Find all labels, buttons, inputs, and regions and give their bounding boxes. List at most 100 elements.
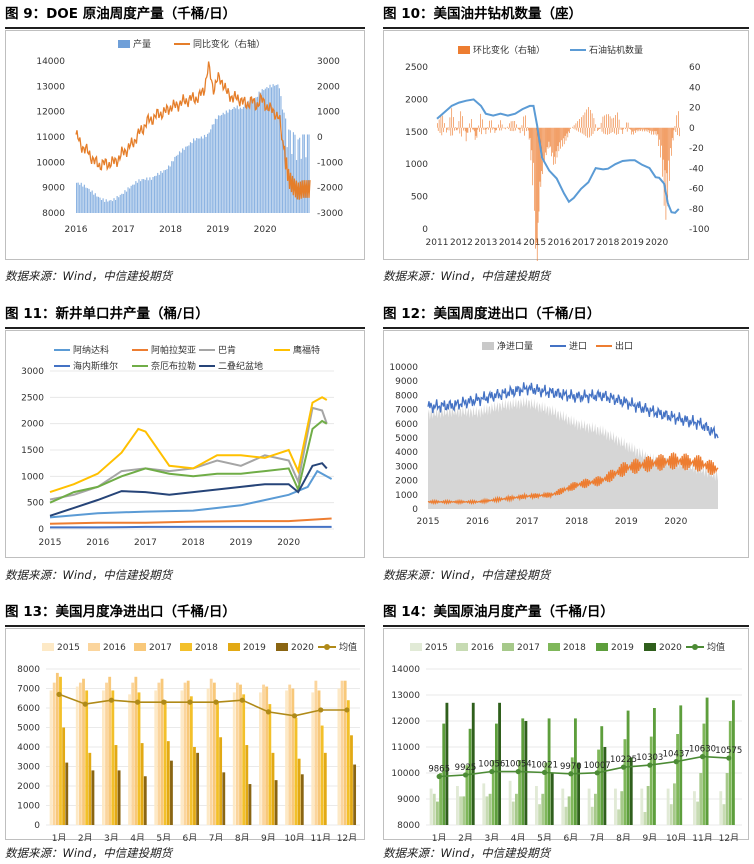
weekly-change-bar [616, 127, 617, 135]
x-tick-label: 1月 [52, 833, 67, 841]
x-tick-label: 2019 [206, 225, 229, 235]
production-bar [127, 187, 129, 213]
legend-label: 鹰福特 [293, 344, 320, 356]
weekly-change-bar [459, 127, 461, 134]
legend-swatch [692, 644, 698, 650]
bar-2020 [524, 721, 528, 825]
weekly-change-bar [577, 121, 579, 128]
mean-point [726, 755, 732, 761]
production-bar [260, 92, 262, 213]
bar-2017 [725, 773, 729, 825]
production-bar [107, 201, 109, 213]
production-bar [255, 97, 257, 213]
production-bar [138, 179, 140, 213]
weekly-change-bar [623, 127, 624, 130]
production-bar [94, 193, 96, 213]
production-bar [247, 100, 249, 213]
legend-label: 净进口量 [497, 340, 533, 352]
weekly-change-bar [585, 127, 587, 137]
weekly-change-bar [622, 127, 624, 134]
weekly-change-bar [453, 117, 454, 128]
weekly-change-bar [607, 127, 608, 135]
mean-data-label: 10054 [505, 760, 532, 770]
bar-2020 [248, 784, 252, 825]
bar-2018 [728, 721, 732, 825]
weekly-change-bar [554, 127, 556, 164]
production-bar [143, 179, 145, 213]
weekly-change-bar [542, 127, 543, 175]
chart-title: 图 14：美国原油月度产量（千桶/日） [383, 604, 614, 620]
mean-data-label: 10575 [715, 746, 742, 756]
bar-2015 [154, 690, 158, 825]
legend-label: 2020 [659, 643, 682, 653]
weekly-change-bar [476, 127, 478, 138]
mean-data-label: 10225 [610, 755, 637, 765]
production-bar [219, 115, 221, 213]
weekly-change-bar [563, 127, 565, 145]
legend-label: 均值 [339, 641, 357, 653]
legend-swatch [324, 644, 330, 650]
bar-2015 [508, 780, 512, 825]
weekly-change-bar [523, 116, 525, 128]
bar-2018 [268, 704, 272, 825]
y2-tick-label: 0 [317, 133, 323, 143]
legend-label: 奈厄布拉勒 [151, 360, 196, 372]
weekly-change-bar [579, 119, 580, 128]
y-tick-label: 1500 [405, 128, 428, 138]
y-tick-label: 5000 [395, 434, 418, 444]
export-line [427, 452, 719, 506]
y2-tick-label: -1000 [317, 158, 343, 168]
production-bar [119, 194, 121, 213]
data-source: 数据来源：Wind，中信建投期货 [5, 846, 173, 860]
legend-label: 出口 [615, 340, 633, 352]
weekly-change-bar [511, 127, 513, 132]
bar-2019 [297, 758, 301, 825]
weekly-change-bar [565, 127, 567, 141]
weekly-change-bar [604, 115, 606, 128]
weekly-change-bar [475, 127, 477, 136]
y-tick-label: 2000 [17, 782, 40, 792]
y2-tick-label: -80 [689, 205, 704, 215]
legend-swatch [644, 643, 656, 651]
bar-2015 [640, 788, 644, 825]
chart-frame: 产量 同比变化（右轴） 14000 13000 12000 11000 10000 9000 8… [5, 30, 365, 260]
production-bar [199, 138, 201, 213]
production-bar [306, 134, 309, 213]
y-tick-label: 10000 [36, 158, 65, 168]
bar-2015 [587, 788, 591, 825]
bar-2016 [669, 804, 673, 825]
x-tick-label: 2017 [112, 225, 135, 235]
legend-label: 海内斯维尔 [73, 360, 118, 372]
weekly-change-bar [463, 127, 464, 131]
y-tick-label: 1000 [405, 160, 428, 170]
y-tick-label: 9000 [397, 795, 420, 805]
x-tick-label: 2019 [615, 517, 638, 527]
weekly-change-bar [581, 127, 583, 134]
legend-label: 2015 [57, 643, 80, 653]
legend-label: 2019 [243, 643, 266, 653]
production-bar [169, 166, 171, 213]
weekly-change-bar [669, 127, 670, 181]
weekly-change-bar [625, 127, 626, 130]
x-tick-label: 2014 [499, 238, 522, 248]
bar-2015 [75, 686, 79, 825]
weekly-change-bar [458, 121, 460, 128]
y-tick-label: 5000 [17, 724, 40, 734]
bar-2018 [676, 734, 680, 825]
weekly-change-bar [532, 127, 534, 186]
production-bar [102, 198, 104, 213]
legend-swatch [548, 643, 560, 651]
weekly-change-bar [521, 125, 523, 128]
bar-2016 [617, 809, 621, 825]
production-bar [157, 172, 159, 213]
weekly-change-bar [566, 127, 568, 134]
y-tick-label: 11000 [391, 743, 420, 753]
production-bar [272, 84, 274, 213]
production-bar [275, 85, 277, 213]
mean-point [318, 707, 324, 713]
y-tick-label: 8000 [395, 391, 418, 401]
y-tick-label: 6000 [395, 420, 418, 430]
bar-2015 [666, 788, 670, 825]
bar-2017 [265, 686, 269, 825]
production-bar [228, 109, 231, 213]
